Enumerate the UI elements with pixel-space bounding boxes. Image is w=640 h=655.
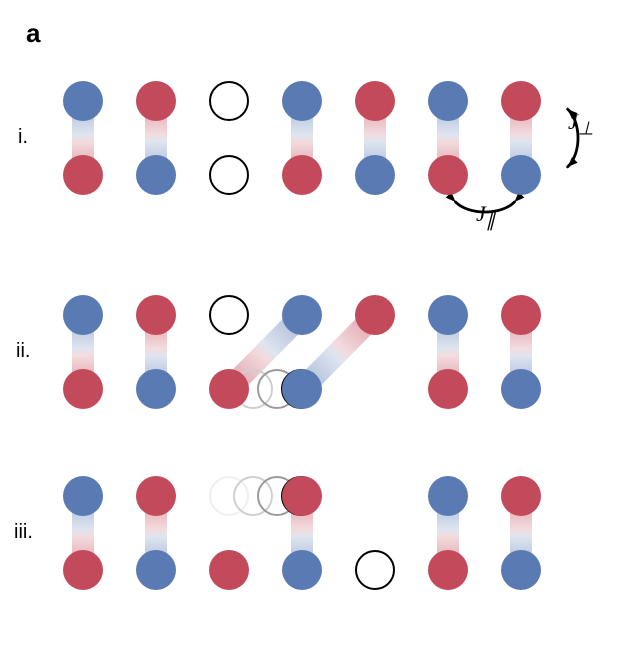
site-iii-top-3: [282, 476, 322, 516]
site-iii-bot-6: [501, 550, 541, 590]
site-ii-bot-5: [428, 369, 468, 409]
site-ii-top-2: [209, 295, 249, 335]
site-i-bot-4: [355, 155, 395, 195]
site-i-top-3: [282, 81, 322, 121]
site-iii-top-0: [63, 476, 103, 516]
site-iii-top-6: [501, 476, 541, 516]
site-ii-bot-2: [209, 369, 249, 409]
site-iii-top-1: [136, 476, 176, 516]
site-i-top-1: [136, 81, 176, 121]
site-ii-top-4: [355, 295, 395, 335]
site-iii-bot-1: [136, 550, 176, 590]
site-iii-bot-3: [282, 550, 322, 590]
site-i-top-4: [355, 81, 395, 121]
site-iii-top-5: [428, 476, 468, 516]
site-ii-bot-3: [282, 369, 322, 409]
site-i-top-5: [428, 81, 468, 121]
site-ii-bot-1: [136, 369, 176, 409]
site-ii-top-1: [136, 295, 176, 335]
site-iii-bot-4: [355, 550, 395, 590]
site-ii-top-6: [501, 295, 541, 335]
row-label-1: ii.: [16, 340, 30, 363]
site-i-bot-5: [428, 155, 468, 195]
site-i-bot-0: [63, 155, 103, 195]
site-ii-bot-0: [63, 369, 103, 409]
panel-label: a: [26, 18, 40, 49]
site-i-top-6: [501, 81, 541, 121]
site-i-bot-1: [136, 155, 176, 195]
site-i-bot-3: [282, 155, 322, 195]
site-i-top-2: [209, 81, 249, 121]
row-label-2: iii.: [14, 521, 33, 544]
figure-a: { "panel_label": { "text": "a", "x": 26,…: [0, 0, 640, 655]
site-i-top-0: [63, 81, 103, 121]
site-ii-top-0: [63, 295, 103, 335]
site-ii-bot-6: [501, 369, 541, 409]
site-i-bot-6: [501, 155, 541, 195]
label-J-perp: J⊥: [568, 109, 594, 139]
site-ii-top-5: [428, 295, 468, 335]
site-iii-bot-0: [63, 550, 103, 590]
site-i-bot-2: [209, 155, 249, 195]
site-iii-bot-5: [428, 550, 468, 590]
row-label-0: i.: [18, 126, 28, 149]
label-J-par: J∥: [476, 201, 495, 231]
site-ii-top-3: [282, 295, 322, 335]
site-iii-bot-2: [209, 550, 249, 590]
